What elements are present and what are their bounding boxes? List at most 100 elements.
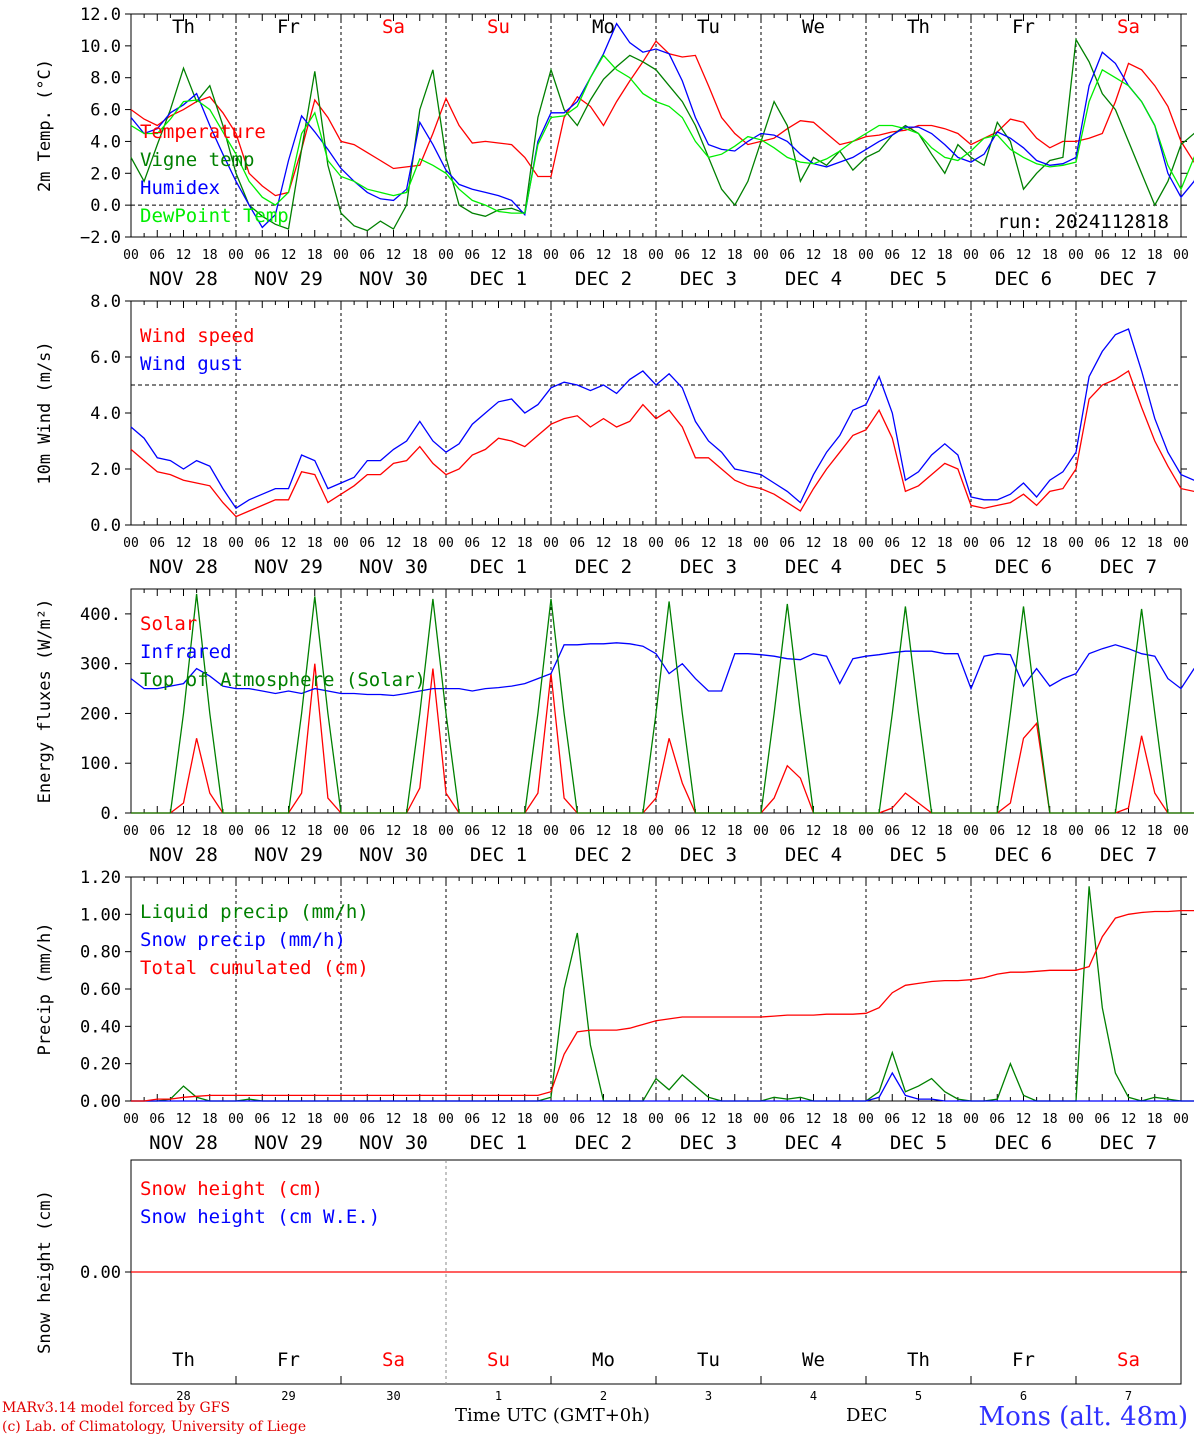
hour-label: 18 [517, 248, 533, 263]
date-label: NOV 28 [149, 268, 218, 290]
legend-entry: Snow precip (mm/h) [140, 929, 346, 951]
y-tick-label: 300. [80, 655, 121, 675]
hour-label: 18 [832, 824, 848, 839]
hour-label: 00 [228, 1112, 244, 1127]
weekday-label: Sa [382, 16, 405, 38]
hour-label: 12 [596, 536, 612, 551]
weekday-label: Tu [697, 1349, 720, 1371]
date-label: DEC 1 [470, 1132, 527, 1154]
weekday-label: We [802, 16, 825, 38]
hour-label: 06 [464, 1112, 480, 1127]
hour-label: 00 [123, 1112, 139, 1127]
hour-label: 12 [281, 824, 297, 839]
hour-label: 18 [517, 824, 533, 839]
day-number: 4 [810, 1389, 817, 1403]
hour-label: 06 [989, 824, 1005, 839]
hour-label: 00 [858, 248, 874, 263]
series-line-infrared [130, 642, 1194, 697]
hour-label-end: 00 [1173, 248, 1189, 263]
hour-label: 12 [281, 1112, 297, 1127]
hour-label: 06 [569, 1112, 585, 1127]
weekday-label: Th [172, 1349, 195, 1371]
hour-label: 00 [543, 1112, 559, 1127]
hour-label: 18 [412, 824, 428, 839]
hour-label: 18 [517, 536, 533, 551]
hour-label: 18 [1147, 248, 1163, 263]
hour-label: 00 [543, 536, 559, 551]
hour-label: 18 [307, 1112, 323, 1127]
hour-label: 12 [491, 536, 507, 551]
date-label: DEC 4 [785, 268, 842, 290]
station-name: Mons (alt. 48m) [978, 1402, 1188, 1432]
hour-label: 18 [727, 824, 743, 839]
hour-label: 12 [701, 536, 717, 551]
hour-label-end: 00 [1173, 824, 1189, 839]
hour-label: 18 [937, 1112, 953, 1127]
y-tick-label: −2.0 [80, 228, 121, 248]
y-tick-label: 200. [80, 704, 121, 724]
legend-entry: Humidex [140, 177, 220, 199]
date-label: DEC 4 [785, 556, 842, 578]
legend-entry: Infrared [140, 641, 232, 663]
hour-label: 12 [176, 824, 192, 839]
hour-label: 06 [149, 248, 165, 263]
y-tick-label: 8.0 [90, 292, 121, 312]
hour-label: 18 [1147, 536, 1163, 551]
legend-entry: Temperature [140, 121, 266, 143]
hour-label: 12 [911, 1112, 927, 1127]
hour-label: 00 [753, 248, 769, 263]
series-line-humidex [130, 22, 1194, 229]
hour-label: 18 [1147, 1112, 1163, 1127]
hour-label: 12 [176, 248, 192, 263]
hour-label: 00 [648, 824, 664, 839]
hour-label: 18 [1042, 1112, 1058, 1127]
hour-label: 18 [727, 1112, 743, 1127]
hour-label: 12 [806, 824, 822, 839]
hour-label: 18 [832, 248, 848, 263]
date-label: NOV 28 [149, 844, 218, 866]
hour-label: 18 [202, 536, 218, 551]
legend-entry: Snow height (cm W.E.) [140, 1206, 380, 1228]
series-line-total-cumulated-cm- [131, 909, 1194, 1102]
y-tick-label: 0.20 [80, 1055, 121, 1075]
hour-label: 06 [569, 248, 585, 263]
legend-entry: DewPoint Temp [140, 205, 289, 227]
hour-label: 18 [202, 824, 218, 839]
hour-label: 12 [806, 536, 822, 551]
series-line-wind-gust [130, 328, 1194, 510]
series-line-wind-speed [130, 370, 1194, 518]
date-label: DEC 5 [890, 268, 947, 290]
y-tick-label: 0.0 [90, 516, 121, 536]
weekday-label: Sa [382, 1349, 405, 1371]
hour-label: 18 [622, 536, 638, 551]
hour-label: 00 [648, 1112, 664, 1127]
hour-label: 06 [359, 248, 375, 263]
hour-label: 00 [858, 536, 874, 551]
day-number: 29 [281, 1389, 295, 1403]
hour-label: 18 [1147, 824, 1163, 839]
y-tick-label: 4.0 [90, 404, 121, 424]
hour-label: 00 [1068, 824, 1084, 839]
legend-entry: Solar [140, 613, 197, 635]
series-line-snow-precip-mm-h- [131, 1071, 1194, 1102]
hour-label: 00 [123, 536, 139, 551]
date-label: DEC 5 [890, 556, 947, 578]
day-number: 2 [600, 1389, 607, 1403]
weekday-label: We [802, 1349, 825, 1371]
hour-label: 12 [386, 824, 402, 839]
legend-entry: Snow height (cm) [140, 1178, 323, 1200]
weekday-label: Sa [1117, 1349, 1140, 1371]
hour-label: 00 [963, 1112, 979, 1127]
weekday-label: Fr [277, 16, 300, 38]
hour-label: 12 [911, 536, 927, 551]
date-label: NOV 29 [254, 1132, 323, 1154]
run-annotation: run: 2024112818 [997, 211, 1169, 233]
hour-label: 06 [884, 536, 900, 551]
date-label: DEC 3 [680, 844, 737, 866]
legend-entry: Vigne temp [140, 149, 254, 171]
date-label: DEC 7 [1100, 844, 1157, 866]
hour-label: 12 [386, 1112, 402, 1127]
hour-label: 18 [937, 536, 953, 551]
hour-label: 00 [123, 248, 139, 263]
hour-label: 06 [884, 824, 900, 839]
